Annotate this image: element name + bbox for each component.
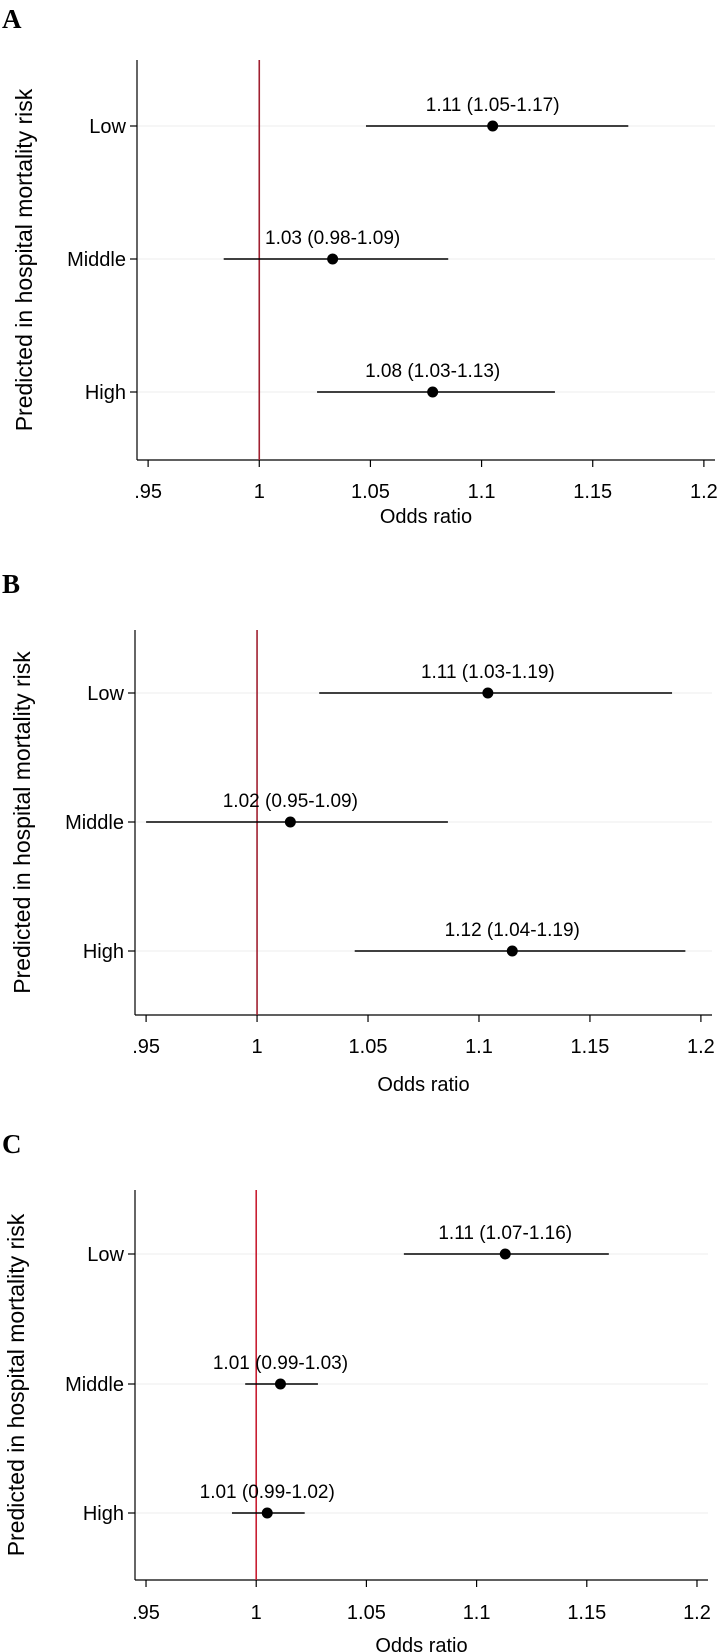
estimate-data-label: 1.08 (1.03-1.13): [365, 361, 500, 382]
estimate-data-label: 1.01 (0.99-1.03): [213, 1353, 348, 1374]
estimate-data-label: 1.11 (1.05-1.17): [426, 95, 560, 116]
estimate-middle: 1.02 (0.95-1.09): [146, 791, 448, 828]
estimate-middle: 1.01 (0.99-1.03): [213, 1353, 348, 1390]
estimate-high: 1.08 (1.03-1.13): [317, 361, 555, 398]
estimate-middle: 1.03 (0.98-1.09): [223, 228, 449, 265]
estimate-data-label: 1.02 (0.95-1.09): [223, 791, 358, 812]
estimate-low: 1.11 (1.05-1.17): [365, 95, 629, 132]
x-tick-label: .95: [132, 1036, 160, 1058]
x-tick-label: 1.15: [573, 481, 612, 503]
point-estimate-marker: [487, 120, 499, 132]
panel-a: A .95 1 1.05 1.1 1.15 1.2 Low Middle High 1.11 (1.…: [2, 4, 718, 528]
category-label-low: Low: [87, 1244, 124, 1266]
x-tick-label: 1.2: [687, 1036, 715, 1058]
point-estimate-marker: [506, 945, 518, 957]
y-axis-title: Predicted in hospital mortality risk: [9, 651, 35, 994]
x-axis-title: Odds ratio: [377, 1074, 469, 1096]
y-axis-title: Predicted in hospital mortality risk: [11, 88, 37, 431]
x-tick-label: 1.1: [468, 481, 496, 503]
estimate-data-label: 1.03 (0.98-1.09): [265, 228, 400, 249]
x-tick-label: 1.2: [690, 481, 718, 503]
estimate-data-label: 1.11 (1.03-1.19): [421, 662, 555, 683]
estimate-high: 1.01 (0.99-1.02): [200, 1482, 335, 1519]
category-label-high: High: [83, 941, 124, 963]
panel-c: C .95 1 1.05 1.1 1.15 1.2 Low Middle High 1.11 (1.…: [2, 1129, 711, 1652]
panel-label: B: [2, 569, 20, 599]
category-label-low: Low: [87, 683, 124, 705]
x-tick-label: 1.15: [567, 1602, 606, 1624]
estimate-data-label: 1.12 (1.04-1.19): [445, 920, 580, 941]
estimate-low: 1.11 (1.07-1.16): [403, 1223, 609, 1260]
x-tick-label: 1.05: [349, 1036, 388, 1058]
point-estimate-marker: [427, 386, 439, 398]
estimate-data-label: 1.01 (0.99-1.02): [200, 1482, 335, 1503]
point-estimate-marker: [274, 1378, 286, 1390]
panel-label: A: [2, 4, 22, 34]
x-tick-label: 1.05: [347, 1602, 386, 1624]
x-axis-title: Odds ratio: [380, 506, 472, 528]
category-label-middle: Middle: [67, 249, 126, 271]
x-axis-title: Odds ratio: [375, 1635, 467, 1652]
x-tick-label: 1: [254, 481, 265, 503]
category-label-high: High: [83, 1503, 124, 1525]
category-label-middle: Middle: [65, 812, 124, 834]
x-tick-label: 1.1: [465, 1036, 493, 1058]
estimate-data-label: 1.11 (1.07-1.16): [438, 1223, 572, 1244]
category-label-high: High: [85, 382, 126, 404]
x-tick-label: 1.1: [463, 1602, 491, 1624]
x-tick-label: 1: [251, 1602, 262, 1624]
x-tick-label: 1.15: [570, 1036, 609, 1058]
category-label-low: Low: [89, 116, 126, 138]
estimate-low: 1.11 (1.03-1.19): [319, 662, 673, 699]
y-axis-title: Predicted in hospital mortality risk: [3, 1213, 29, 1556]
estimate-high: 1.12 (1.04-1.19): [354, 920, 686, 957]
panel-label: C: [2, 1129, 22, 1159]
x-tick-label: .95: [132, 1602, 160, 1624]
point-estimate-marker: [261, 1507, 273, 1519]
panel-b: B .95 1 1.05 1.1 1.15 1.2 Low Middle High 1.11 (1.…: [2, 569, 715, 1096]
point-estimate-marker: [327, 253, 339, 265]
x-tick-label: 1: [251, 1036, 262, 1058]
x-tick-label: 1.05: [351, 481, 390, 503]
point-estimate-marker: [499, 1248, 511, 1260]
x-tick-label: .95: [134, 481, 162, 503]
category-label-middle: Middle: [65, 1374, 124, 1396]
point-estimate-marker: [482, 687, 494, 699]
x-tick-label: 1.2: [683, 1602, 711, 1624]
point-estimate-marker: [284, 816, 296, 828]
